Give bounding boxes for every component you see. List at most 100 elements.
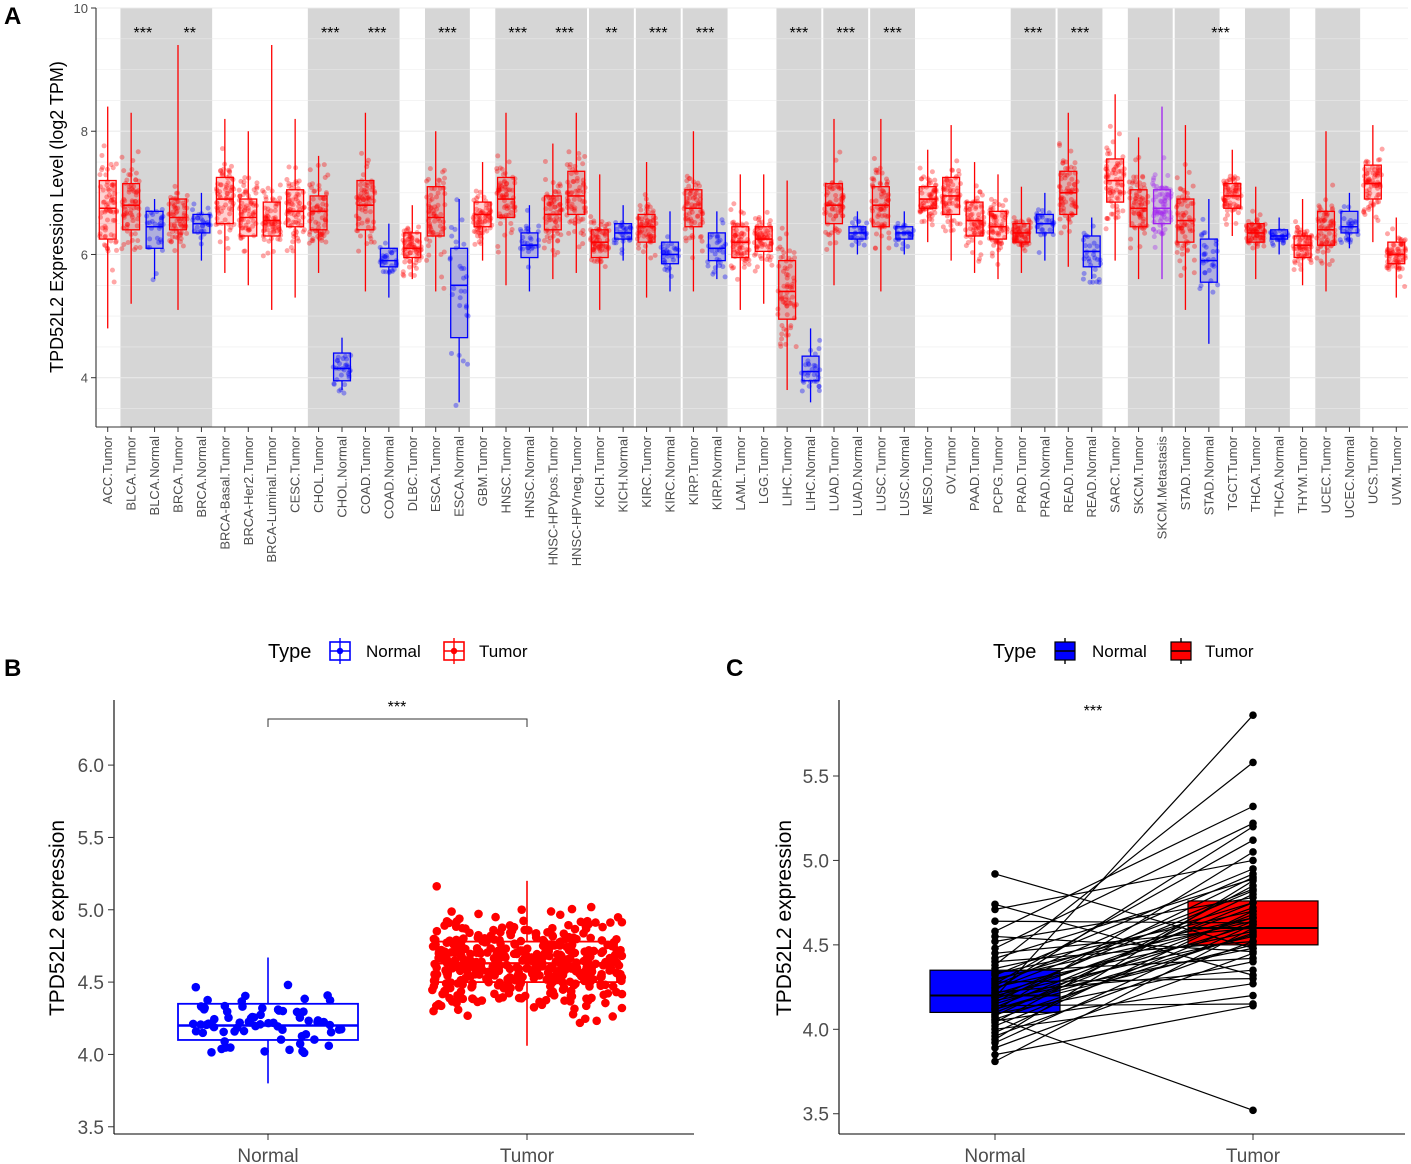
panel-a-point	[218, 209, 224, 215]
panel-a-point	[461, 241, 467, 247]
x-tick-label: BRCA-Her2.Tumor	[241, 435, 256, 545]
panel-a-point	[1120, 208, 1126, 214]
panel-a-point	[781, 326, 787, 332]
panel-a-point	[406, 236, 412, 242]
panel-a-point	[431, 186, 437, 192]
pair-point-normal	[991, 986, 999, 995]
panel-b-y-axis-label: TPD52L2 expression	[46, 820, 69, 1016]
panel-a-point	[248, 200, 254, 206]
panel-a-point	[124, 221, 130, 227]
panel-a-point	[223, 184, 229, 190]
panel-a-point	[1152, 172, 1158, 178]
panel-a-point	[101, 242, 107, 248]
panel-a-point	[502, 170, 508, 176]
panel-a-point	[548, 200, 554, 206]
panel-a-point	[126, 187, 132, 193]
x-tick-label: KICH.Tumor	[592, 435, 607, 507]
panel-a-point	[430, 230, 436, 236]
panel-a-point	[184, 230, 190, 236]
panel-letter-b: B	[4, 655, 21, 682]
panel-a-point	[177, 239, 183, 245]
panel-a-point	[361, 197, 367, 203]
panel-a-point	[460, 358, 466, 364]
panel-a-point	[506, 159, 512, 165]
panel-a-point	[247, 201, 253, 207]
panel-a-point	[406, 264, 412, 270]
x-tick-label: UCEC.Tumor	[1319, 435, 1334, 513]
panel-a-point	[977, 189, 983, 195]
pair-point-tumor	[1249, 848, 1257, 856]
panel-a-point	[286, 198, 292, 204]
panel-a-point	[551, 197, 557, 203]
panel-a-point	[452, 226, 458, 232]
panel-a-point	[698, 233, 704, 239]
significance-label: ***	[321, 25, 340, 42]
panel-a-point	[547, 217, 553, 223]
panel-b-plot-area: Normal Tumor *** 3.5 4.0 4.5 5.0 5.5 6.0	[78, 699, 694, 1164]
x-tick-label: LGG.Tumor	[756, 435, 771, 504]
panel-a-point	[1096, 276, 1102, 282]
panel-a-point	[365, 194, 371, 200]
panel-a-point	[1257, 212, 1263, 218]
panel-a-point	[508, 220, 514, 226]
panel-a-point	[293, 219, 299, 225]
panel-b-point	[489, 926, 499, 935]
panel-a-point	[286, 218, 292, 224]
panel-a-point	[379, 255, 385, 261]
panel-a-point	[227, 168, 233, 174]
panel-a-point	[110, 187, 116, 193]
panel-a-point	[168, 239, 174, 245]
panel-a-point	[407, 258, 413, 264]
panel-a-point	[243, 188, 249, 194]
panel-a-point	[553, 219, 559, 225]
panel-a-point	[170, 209, 176, 215]
pair-point-tumor	[1249, 914, 1257, 922]
panel-a-shade-4	[589, 8, 634, 427]
panel-a-point	[917, 165, 923, 171]
panel-a-point	[260, 253, 266, 259]
box-body	[450, 247, 469, 339]
panel-a-point	[578, 217, 584, 223]
panel-a-shade-7	[776, 8, 822, 427]
panel-a-point	[383, 269, 389, 275]
x-tick-label: SKCM.Tumor	[1131, 435, 1146, 514]
panel-b-point	[598, 922, 607, 932]
panel-a-point	[100, 199, 106, 205]
panel-a-point	[227, 199, 233, 205]
panel-a-point	[546, 201, 552, 207]
panel-c-legend-title: Type	[993, 641, 1036, 663]
panel-a-point	[320, 201, 326, 207]
panel-a-point	[440, 169, 446, 175]
panel-a-point	[223, 202, 229, 208]
panel-a-point	[169, 239, 175, 245]
panel-a-point	[265, 250, 271, 256]
significance-label: ***	[555, 25, 574, 42]
panel-a-point	[240, 225, 246, 231]
panel-a-point	[1162, 226, 1168, 232]
panel-a-point	[720, 264, 726, 270]
panel-a-point	[181, 217, 187, 223]
panel-a-point	[108, 208, 114, 214]
panel-a-point	[729, 265, 735, 271]
panel-a-point	[525, 264, 531, 270]
panel-a-point	[296, 178, 302, 184]
panel-a-point	[429, 196, 435, 202]
panel-a-point	[216, 204, 222, 210]
panel-a-point	[526, 249, 532, 255]
panel-a-point	[180, 200, 186, 206]
panel-a-point	[364, 195, 370, 201]
panel-a-point	[1269, 241, 1275, 247]
panel-a-point	[291, 219, 297, 225]
panel-a-point	[431, 210, 437, 216]
panel-a-point	[250, 210, 256, 216]
panel-a-point	[415, 238, 421, 244]
panel-a-point	[1091, 273, 1097, 279]
panel-a-point	[1200, 216, 1206, 222]
panel-a-shade-9	[870, 8, 915, 427]
panel-a-point	[428, 205, 434, 211]
panel-a-point	[173, 206, 179, 212]
panel-b-point	[598, 947, 608, 956]
panel-c-plot-area: Normal Tumor *** 3.5 4.0 4.5 5.0 5.5	[803, 700, 1405, 1164]
x-tick-label: HNSC.Normal	[522, 436, 537, 518]
panel-a-shade-12	[1127, 8, 1173, 427]
